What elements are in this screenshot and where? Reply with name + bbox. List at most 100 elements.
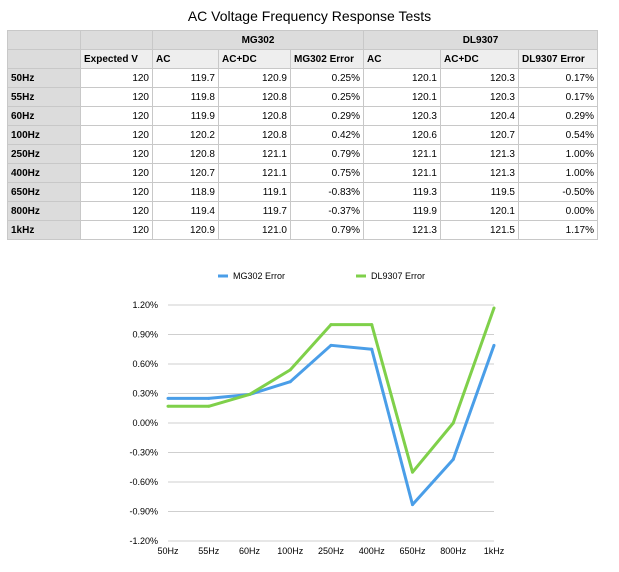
table-cell: 120.3 bbox=[440, 87, 519, 107]
table-cell: 120.7 bbox=[152, 163, 219, 183]
table-cell: 120.1 bbox=[440, 201, 519, 221]
table-row: 55Hz 120 119.8 120.8 0.25% 120.1 120.3 0.17% bbox=[7, 87, 598, 107]
table-cell: 120.4 bbox=[440, 106, 519, 126]
data-point bbox=[492, 343, 496, 347]
table-cell: 120.1 bbox=[363, 68, 441, 88]
data-point bbox=[288, 368, 292, 372]
table-cell: 120.3 bbox=[440, 68, 519, 88]
series-line bbox=[168, 343, 496, 507]
x-tick-label: 650Hz bbox=[399, 546, 426, 556]
table-cell: 120 bbox=[80, 144, 153, 164]
table-cell: 0.42% bbox=[290, 125, 364, 145]
data-point bbox=[288, 380, 292, 384]
table-cell: 120 bbox=[80, 201, 153, 221]
table-cell: 0.29% bbox=[290, 106, 364, 126]
row-label: 50Hz bbox=[7, 68, 81, 88]
table-cell: 120 bbox=[80, 106, 153, 126]
column-header: MG302 Error bbox=[290, 49, 364, 69]
column-header: AC+DC bbox=[218, 49, 291, 69]
group-header-dl9307: DL9307 bbox=[363, 30, 598, 50]
table-cell: 120.9 bbox=[152, 220, 219, 240]
x-axis-ticks: 50Hz 55Hz 60Hz 100Hz 250Hz 400Hz 650Hz 800Hz 1kH… bbox=[157, 546, 504, 556]
data-point bbox=[207, 396, 211, 400]
table-cell: 0.17% bbox=[518, 87, 598, 107]
x-tick-label: 250Hz bbox=[318, 546, 345, 556]
table-row: 250Hz 120 120.8 121.1 0.79% 121.1 121.3 1.00% bbox=[7, 144, 598, 164]
table-cell: 120.3 bbox=[363, 106, 441, 126]
table-cell: 120 bbox=[80, 87, 153, 107]
row-label: 250Hz bbox=[7, 144, 81, 164]
table-cell: 120 bbox=[80, 220, 153, 240]
column-header: AC+DC bbox=[440, 49, 519, 69]
data-point bbox=[451, 457, 455, 461]
x-tick-label: 100Hz bbox=[277, 546, 304, 556]
table-cell: 121.3 bbox=[440, 163, 519, 183]
legend-label: DL9307 Error bbox=[371, 271, 425, 281]
table-cell: 119.5 bbox=[440, 182, 519, 202]
table-cell: 0.79% bbox=[290, 220, 364, 240]
chart-series bbox=[166, 306, 496, 507]
table-cell: 120.8 bbox=[218, 87, 291, 107]
page-title: AC Voltage Frequency Response Tests bbox=[187, 8, 432, 24]
table-cell: 121.0 bbox=[218, 220, 291, 240]
table-cell: 118.9 bbox=[152, 182, 219, 202]
y-tick-label: -0.30% bbox=[129, 448, 158, 458]
column-header: AC bbox=[152, 49, 219, 69]
group-header-mg302: MG302 bbox=[152, 30, 364, 50]
table-row: 400Hz 120 120.7 121.1 0.75% 121.1 121.3 1.00% bbox=[7, 163, 598, 183]
table-cell: 119.3 bbox=[363, 182, 441, 202]
table-cell: 121.5 bbox=[440, 220, 519, 240]
table-cell: 119.4 bbox=[152, 201, 219, 221]
table-cell: 121.1 bbox=[363, 144, 441, 164]
table-cell: -0.83% bbox=[290, 182, 364, 202]
table-row: 650Hz 120 118.9 119.1 -0.83% 119.3 119.5 -0.50% bbox=[7, 182, 598, 202]
x-tick-label: 1kHz bbox=[484, 546, 505, 556]
data-point bbox=[451, 421, 455, 425]
row-label: 650Hz bbox=[7, 182, 81, 202]
table-cell: 120.9 bbox=[218, 68, 291, 88]
table-cell: 120 bbox=[80, 125, 153, 145]
table-cell: 0.25% bbox=[290, 87, 364, 107]
x-tick-label: 60Hz bbox=[239, 546, 261, 556]
results-table: MG302 DL9307 Expected V AC AC+DC MG302 E… bbox=[7, 30, 598, 240]
table-cell: 0.75% bbox=[290, 163, 364, 183]
table-cell: 120.1 bbox=[363, 87, 441, 107]
y-tick-label: 0.60% bbox=[132, 359, 158, 369]
corner-cell bbox=[7, 49, 81, 69]
y-tick-label: 0.90% bbox=[132, 330, 158, 340]
table-cell: 121.3 bbox=[363, 220, 441, 240]
table-cell: 120.8 bbox=[152, 144, 219, 164]
data-point bbox=[370, 347, 374, 351]
table-cell: 119.7 bbox=[152, 68, 219, 88]
x-tick-label: 800Hz bbox=[440, 546, 467, 556]
data-point bbox=[329, 323, 333, 327]
table-cell: -0.50% bbox=[518, 182, 598, 202]
y-tick-label: 0.00% bbox=[132, 418, 158, 428]
table-cell: 119.9 bbox=[363, 201, 441, 221]
y-axis-ticks: 1.20% 0.90% 0.60% 0.30% 0.00% -0.30% -0.60% -0.… bbox=[129, 300, 158, 546]
table-cell: -0.37% bbox=[290, 201, 364, 221]
row-label: 800Hz bbox=[7, 201, 81, 221]
data-point bbox=[166, 404, 170, 408]
y-tick-label: -0.90% bbox=[129, 507, 158, 517]
table-cell: 0.79% bbox=[290, 144, 364, 164]
data-point bbox=[370, 323, 374, 327]
series-line bbox=[168, 307, 496, 474]
data-point bbox=[329, 343, 333, 347]
legend-label: MG302 Error bbox=[233, 271, 285, 281]
table-row: 1kHz 120 120.9 121.0 0.79% 121.3 121.5 1.17% bbox=[7, 220, 598, 240]
table-cell: 119.1 bbox=[218, 182, 291, 202]
y-tick-label: -1.20% bbox=[129, 536, 158, 546]
table-cell: 1.00% bbox=[518, 144, 598, 164]
table-row: 60Hz 120 119.9 120.8 0.29% 120.3 120.4 0.29% bbox=[7, 106, 598, 126]
table-cell: 119.8 bbox=[152, 87, 219, 107]
table-cell: 120.2 bbox=[152, 125, 219, 145]
table-cell: 120 bbox=[80, 182, 153, 202]
y-tick-label: 0.30% bbox=[132, 389, 158, 399]
column-header: Expected V bbox=[80, 49, 153, 69]
table-cell: 1.00% bbox=[518, 163, 598, 183]
row-label: 100Hz bbox=[7, 125, 81, 145]
y-tick-label: -0.60% bbox=[129, 477, 158, 487]
table-cell: 0.29% bbox=[518, 106, 598, 126]
table-cell: 120.8 bbox=[218, 125, 291, 145]
